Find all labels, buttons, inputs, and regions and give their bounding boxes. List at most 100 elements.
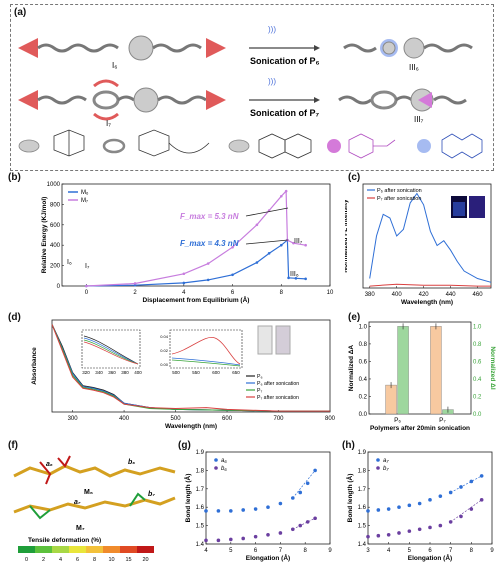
inset-2-line-green [171, 359, 241, 367]
series-point-1 [229, 537, 233, 542]
legend-label: M₇ [81, 198, 88, 204]
y2-tick-label: 0.0 [473, 412, 482, 418]
scale-tick: 6 [76, 557, 79, 563]
y-tick-label: 0.8 [359, 342, 368, 348]
series-point-1 [182, 272, 186, 276]
bar-0-1 [397, 326, 409, 415]
x-tick-label: 5 [229, 548, 233, 554]
series-point-0 [294, 277, 298, 280]
x-tick-label: 8 [304, 548, 308, 554]
chart-c: 380 400 420 440 460 Wavelength (nm) Normalized… [345, 183, 492, 306]
x-tick-label: P₆ [394, 417, 401, 424]
series-point-1 [284, 189, 288, 193]
series-line-0 [369, 192, 492, 283]
svg-text:))): ))) [268, 77, 276, 86]
series-point-1 [278, 531, 283, 535]
x-tick-label: 8 [470, 548, 474, 554]
scale-swatch [103, 546, 120, 553]
scale-tick: 15 [125, 557, 131, 563]
series-point-0 [376, 508, 381, 512]
series-line-2 [51, 324, 330, 412]
row1-arrow-label: Sonication of P₆ [250, 56, 320, 66]
series-point-0 [206, 278, 210, 282]
panel-b-label: (b) [8, 172, 21, 183]
panel-a-label: (a) [14, 7, 27, 18]
series-point-0 [397, 505, 401, 509]
y-tick-label: 200 [50, 264, 61, 270]
y-tick-label: 1000 [47, 182, 61, 188]
plot-frame [205, 451, 331, 545]
molecule-label-m6: M₆ [84, 489, 93, 496]
series-point-1 [255, 223, 259, 227]
x-tick-label: 380 [365, 292, 376, 298]
inset-1-tick: 340 [95, 370, 103, 375]
x-tick-label: 8 [280, 290, 284, 296]
series-point-1 [305, 520, 310, 524]
x-tick-label: 500 [171, 416, 182, 422]
legend-swatch [214, 466, 218, 470]
scale-title: Tensile deformation (%) [28, 537, 101, 544]
bar-0-0 [385, 384, 397, 415]
series-point-0 [287, 276, 290, 280]
y-tick-label: 400 [50, 243, 61, 249]
series-point-0 [216, 509, 221, 513]
svg-text:))): ))) [268, 25, 276, 34]
x-tick-label: 0 [85, 290, 89, 296]
annotation-fmax-m6: F_max = 4.3 nN [180, 239, 239, 248]
inset-1-tick: 380 [121, 370, 129, 375]
inset-1-line [83, 337, 139, 365]
series-point-1 [376, 533, 381, 538]
series-point-1 [292, 241, 295, 245]
y-tick-label: 1.5 [196, 524, 205, 530]
annotation-fmax-m7: F_max = 5.3 nN [180, 212, 239, 221]
y-tick-label: 800 [50, 202, 61, 208]
molecule-label-m7: M₇ [76, 525, 85, 532]
row1-right-label: III₆ [409, 63, 419, 72]
inset-1-tick: 400 [134, 370, 142, 375]
chart-h: 3 4 5 6 7 8 9 1.4 1.5 1.6 1.7 1.8 1.9 Elongation (Å) B… [345, 450, 494, 562]
x-tick-label: 300 [68, 416, 79, 422]
panel-a-frame [10, 4, 494, 171]
y2-tick-label: 0.8 [473, 342, 482, 348]
y2-tick-label: 0.6 [473, 359, 482, 365]
inset-1-tick: 360 [108, 370, 116, 375]
panel-g-label: (g) [178, 440, 191, 451]
structure-legend-row [18, 129, 483, 159]
molecule-m7 [13, 496, 176, 514]
x-tick-label: P₇ [439, 417, 446, 424]
series-point-1 [397, 531, 401, 535]
y-tick-label: 1.0 [359, 324, 368, 330]
series-point-0 [366, 509, 370, 513]
x-axis-label: Elongation (Å) [246, 553, 290, 562]
y-tick-label: 1.4 [196, 542, 205, 548]
bond-label-b7: b₇ [148, 491, 155, 498]
series-point-0 [304, 277, 307, 281]
series-point-1 [253, 534, 258, 539]
series-point-0 [407, 503, 412, 508]
series-point-0 [479, 474, 484, 478]
scale-tick: 8 [93, 557, 96, 563]
bond-label-a7: a₇ [74, 499, 81, 506]
y-tick-label: 1.7 [358, 487, 367, 493]
series-point-1 [386, 533, 391, 537]
inset-1-tick: 320 [82, 370, 90, 375]
plot-frame [362, 183, 492, 289]
legend-swatch [376, 458, 380, 462]
panel-f-label: (f) [8, 440, 18, 451]
m6-stressed [39, 455, 71, 485]
y2-tick-label: 0.2 [473, 394, 482, 400]
row2-arrow-label: Sonication of P₇ [250, 108, 320, 118]
row1-right-fragments [343, 37, 473, 59]
series-point-0 [241, 508, 245, 512]
inset-2-ytick: 0.00 [160, 362, 169, 367]
arrow [245, 239, 289, 245]
inset-2 [169, 329, 243, 369]
bond-label-a6: a₆ [46, 461, 53, 468]
y-tick-label: 1.9 [358, 450, 367, 456]
legend-label: a₇ [383, 458, 389, 464]
series-point-0 [204, 509, 208, 513]
vial-photo-p7 [469, 196, 485, 218]
inset-2-ytick: 0.04 [160, 334, 169, 339]
x-tick-label: 420 [419, 292, 430, 298]
series-line-1 [369, 283, 491, 287]
